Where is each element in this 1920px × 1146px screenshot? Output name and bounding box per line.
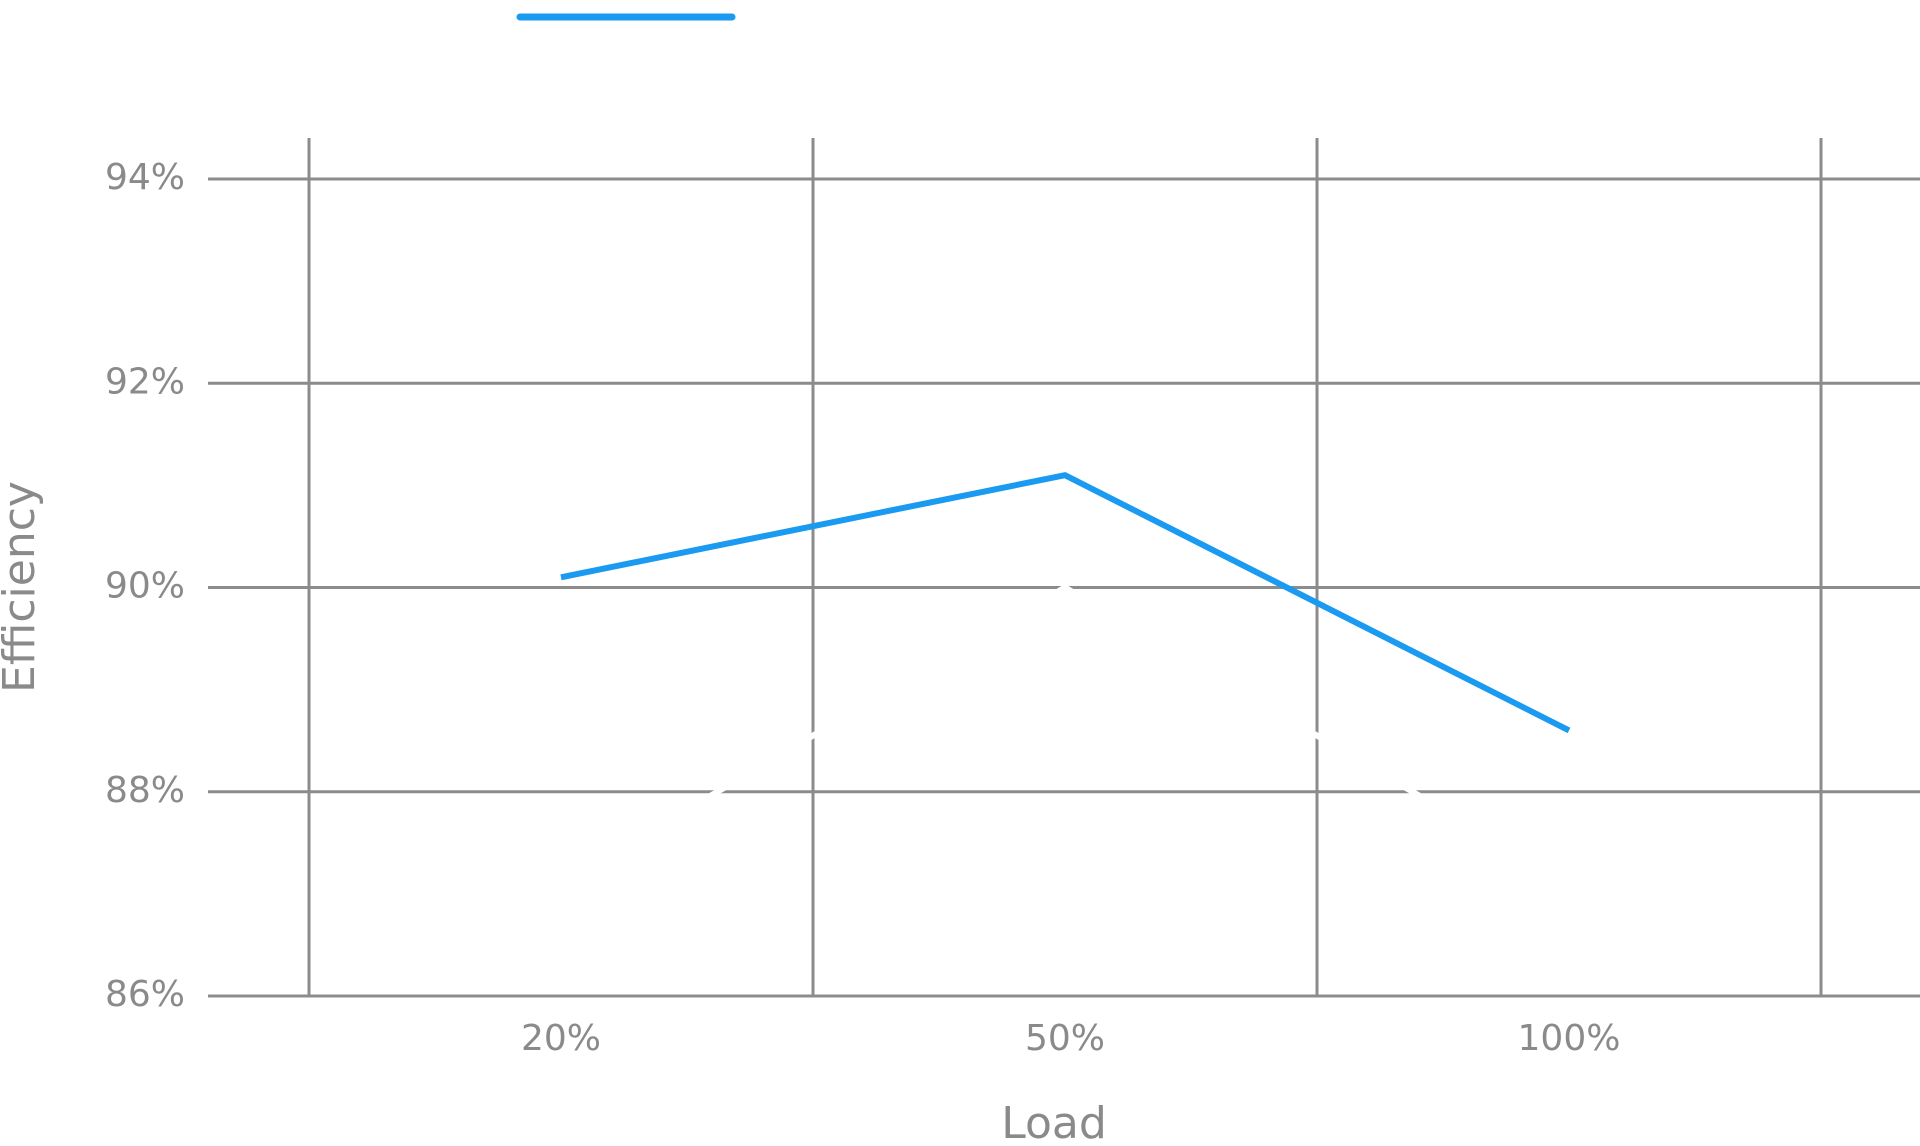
y-tick-label: 86%: [105, 974, 185, 1015]
x-axis-title: Load: [1001, 1098, 1107, 1146]
y-axis-title: Efficiency: [0, 481, 45, 693]
x-tick-label: 50%: [1025, 1018, 1105, 1059]
x-tick-label: 100%: [1518, 1018, 1621, 1059]
y-tick-label: 88%: [105, 770, 185, 811]
x-tick-label: 20%: [521, 1018, 601, 1059]
line-series: [559, 584, 1571, 887]
y-tick-label: 94%: [105, 157, 185, 198]
line-series: [560, 472, 1571, 734]
y-tick-label: 92%: [105, 361, 185, 402]
y-tick-label: 90%: [105, 566, 185, 607]
